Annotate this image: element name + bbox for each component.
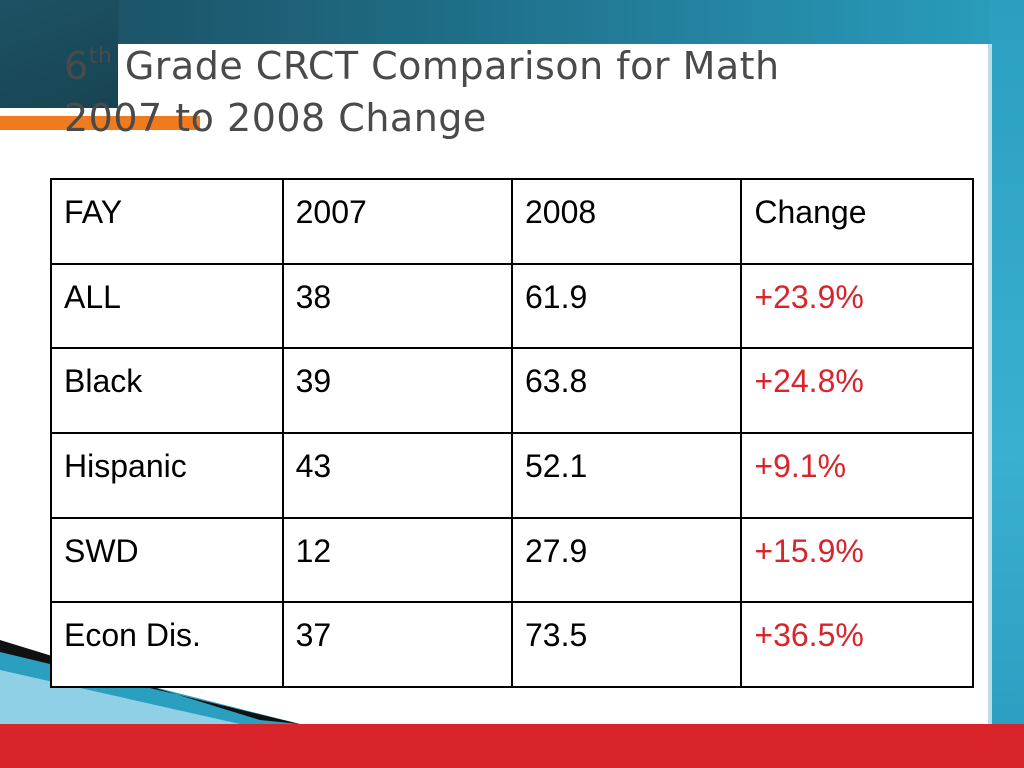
table-row: Econ Dis. 37 73.5 +36.5% [50, 601, 974, 688]
right-banner-shadow [988, 44, 992, 750]
row-label-cell: Econ Dis. [50, 601, 284, 688]
value-2008-cell: 52.1 [510, 431, 743, 519]
change-cell: +23.9% [740, 262, 974, 350]
header-cell-change: Change [740, 178, 974, 265]
title-grade-number: 6 [64, 44, 89, 88]
title-superscript: th [88, 44, 113, 69]
row-label-cell: Black [50, 347, 284, 434]
value-2007-cell: 38 [281, 262, 514, 350]
value-2007-cell: 39 [281, 347, 514, 434]
right-banner [990, 0, 1024, 750]
row-label-cell: Hispanic [50, 431, 284, 519]
corner-block [0, 0, 118, 108]
header-cell-fay: FAY [50, 178, 284, 265]
row-label-cell: ALL [50, 262, 284, 350]
value-2007-cell: 12 [281, 516, 514, 604]
title-line-1-text: Grade CRCT Comparison for Math [112, 44, 780, 88]
slide-title: 6th Grade CRCT Comparison for Math 2007 … [64, 40, 964, 144]
header-cell-2008: 2008 [510, 178, 743, 265]
table-row: SWD 12 27.9 +15.9% [50, 516, 974, 604]
table-header-row: FAY 2007 2008 Change [50, 178, 974, 265]
value-2007-cell: 37 [281, 601, 514, 688]
title-line-1: 6th Grade CRCT Comparison for Math [64, 40, 964, 92]
change-cell: +24.8% [740, 347, 974, 434]
value-2007-cell: 43 [281, 431, 514, 519]
orange-accent-bar [0, 116, 200, 130]
table-row: Hispanic 43 52.1 +9.1% [50, 431, 974, 519]
change-cell: +36.5% [740, 601, 974, 688]
table-row: ALL 38 61.9 +23.9% [50, 262, 974, 350]
header-cell-2007: 2007 [281, 178, 514, 265]
change-cell: +9.1% [740, 431, 974, 519]
value-2008-cell: 63.8 [510, 347, 743, 434]
bottom-red-bar [0, 724, 1024, 768]
value-2008-cell: 61.9 [510, 262, 743, 350]
value-2008-cell: 73.5 [510, 601, 743, 688]
title-line-2: 2007 to 2008 Change [64, 96, 487, 140]
top-banner [0, 0, 1024, 44]
row-label-cell: SWD [50, 516, 284, 604]
bottom-red-bar-right [990, 724, 1024, 768]
table-row: Black 39 63.8 +24.8% [50, 347, 974, 434]
value-2008-cell: 27.9 [510, 516, 743, 604]
change-cell: +15.9% [740, 516, 974, 604]
comparison-table: FAY 2007 2008 Change ALL 38 61.9 +23.9% … [50, 178, 974, 688]
